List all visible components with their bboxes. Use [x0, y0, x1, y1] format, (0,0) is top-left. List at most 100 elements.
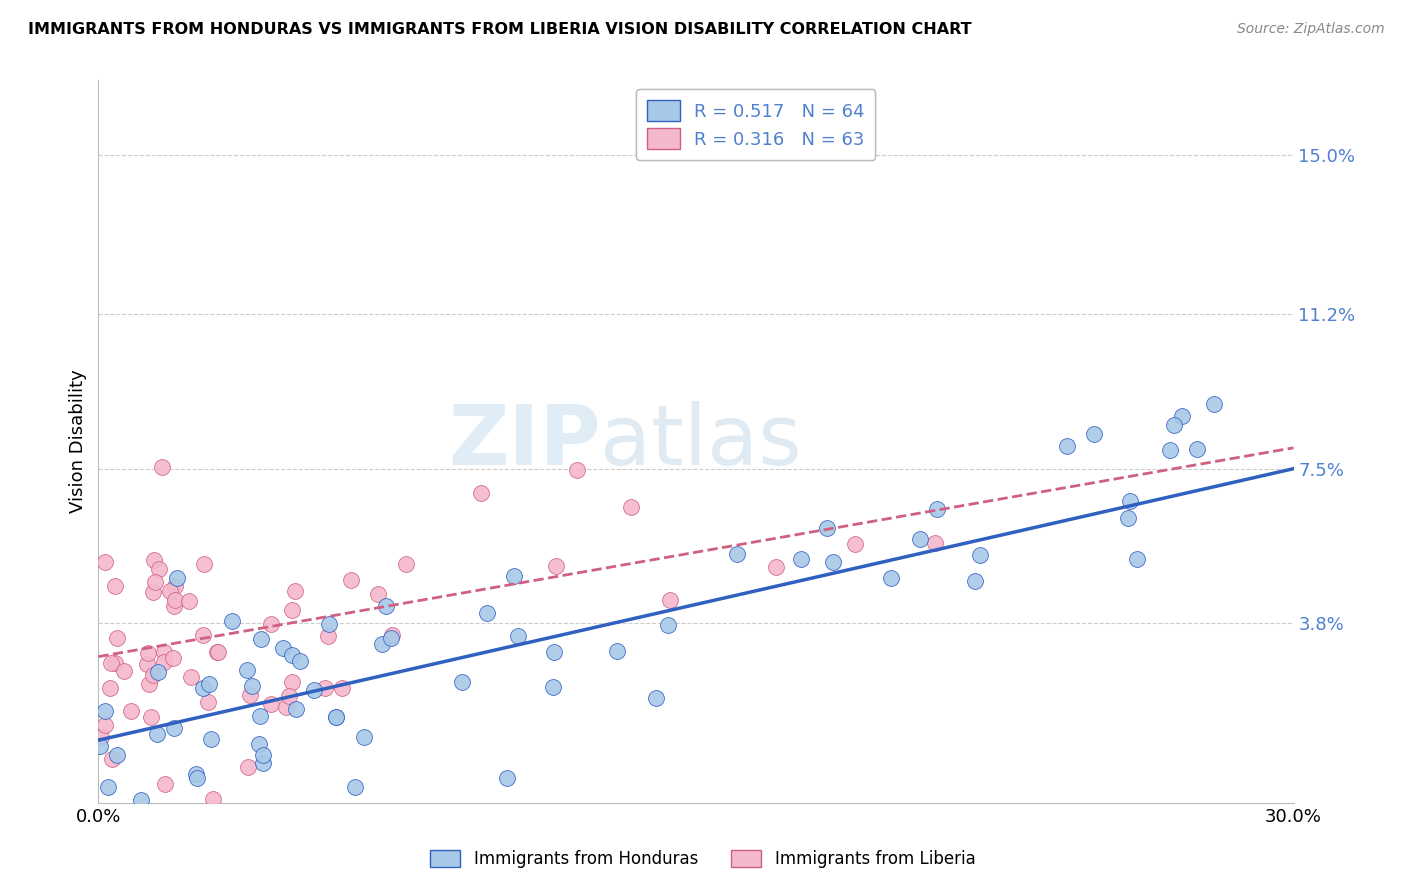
Point: [1126, 551, 1149, 566]
Point: [142, 584, 165, 599]
Point: [163, 599, 186, 613]
Point: [927, 501, 949, 516]
Point: [142, 667, 165, 681]
Point: [821, 555, 844, 569]
Point: [644, 690, 666, 705]
Point: [725, 547, 748, 561]
Point: [1187, 442, 1209, 456]
Point: [353, 730, 375, 744]
Point: [162, 721, 184, 735]
Point: [93, 555, 115, 569]
Point: [138, 646, 160, 660]
Point: [815, 521, 838, 535]
Point: [89, 739, 111, 753]
Point: [247, 738, 270, 752]
Point: [111, 816, 134, 830]
Point: [502, 569, 524, 583]
Point: [332, 681, 354, 695]
Point: [274, 699, 297, 714]
Text: atlas: atlas: [600, 401, 801, 482]
Point: [120, 704, 142, 718]
Point: [100, 656, 122, 670]
Point: [1083, 427, 1105, 442]
Point: [250, 632, 273, 646]
Point: [159, 583, 181, 598]
Point: [844, 537, 866, 551]
Point: [281, 674, 304, 689]
Point: [325, 709, 347, 723]
Point: [318, 616, 340, 631]
Point: [544, 558, 567, 573]
Point: [367, 587, 389, 601]
Point: [252, 747, 274, 762]
Point: [495, 772, 517, 786]
Legend: R = 0.517   N = 64, R = 0.316   N = 63: R = 0.517 N = 64, R = 0.316 N = 63: [636, 89, 876, 160]
Point: [325, 710, 347, 724]
Point: [284, 584, 307, 599]
Point: [790, 551, 813, 566]
Point: [880, 571, 903, 585]
Point: [104, 579, 127, 593]
Y-axis label: Vision Disability: Vision Disability: [69, 369, 87, 514]
Point: [143, 574, 166, 589]
Point: [105, 631, 128, 645]
Point: [184, 767, 207, 781]
Text: Source: ZipAtlas.com: Source: ZipAtlas.com: [1237, 22, 1385, 37]
Point: [316, 629, 339, 643]
Point: [284, 702, 307, 716]
Text: IMMIGRANTS FROM HONDURAS VS IMMIGRANTS FROM LIBERIA VISION DISABILITY CORRELATIO: IMMIGRANTS FROM HONDURAS VS IMMIGRANTS F…: [28, 22, 972, 37]
Point: [98, 681, 121, 695]
Point: [150, 460, 173, 475]
Point: [1202, 397, 1225, 411]
Point: [94, 718, 117, 732]
Point: [252, 756, 274, 770]
Point: [193, 628, 215, 642]
Point: [1171, 409, 1194, 424]
Point: [186, 771, 208, 785]
Point: [205, 645, 228, 659]
Point: [136, 657, 159, 672]
Point: [105, 747, 128, 762]
Point: [202, 791, 225, 805]
Point: [619, 500, 641, 514]
Point: [1118, 494, 1140, 508]
Point: [374, 599, 396, 614]
Point: [273, 640, 295, 655]
Point: [280, 603, 302, 617]
Point: [450, 674, 472, 689]
Point: [146, 665, 169, 680]
Point: [477, 606, 499, 620]
Point: [908, 532, 931, 546]
Point: [246, 816, 269, 830]
Point: [278, 689, 301, 703]
Point: [314, 681, 336, 696]
Point: [394, 557, 416, 571]
Point: [197, 694, 219, 708]
Point: [191, 681, 214, 696]
Point: [180, 670, 202, 684]
Point: [143, 552, 166, 566]
Point: [193, 557, 215, 571]
Point: [112, 665, 135, 679]
Point: [924, 535, 946, 549]
Point: [155, 777, 177, 791]
Point: [240, 679, 263, 693]
Point: [606, 644, 628, 658]
Point: [343, 780, 366, 794]
Point: [506, 629, 529, 643]
Point: [239, 688, 262, 702]
Point: [340, 573, 363, 587]
Point: [963, 574, 986, 588]
Point: [90, 731, 112, 745]
Point: [371, 637, 394, 651]
Point: [470, 485, 492, 500]
Point: [969, 548, 991, 562]
Point: [148, 562, 170, 576]
Point: [177, 594, 200, 608]
Point: [1159, 442, 1181, 457]
Point: [302, 682, 325, 697]
Point: [139, 710, 162, 724]
Point: [260, 616, 283, 631]
Point: [152, 656, 174, 670]
Text: ZIP: ZIP: [449, 401, 600, 482]
